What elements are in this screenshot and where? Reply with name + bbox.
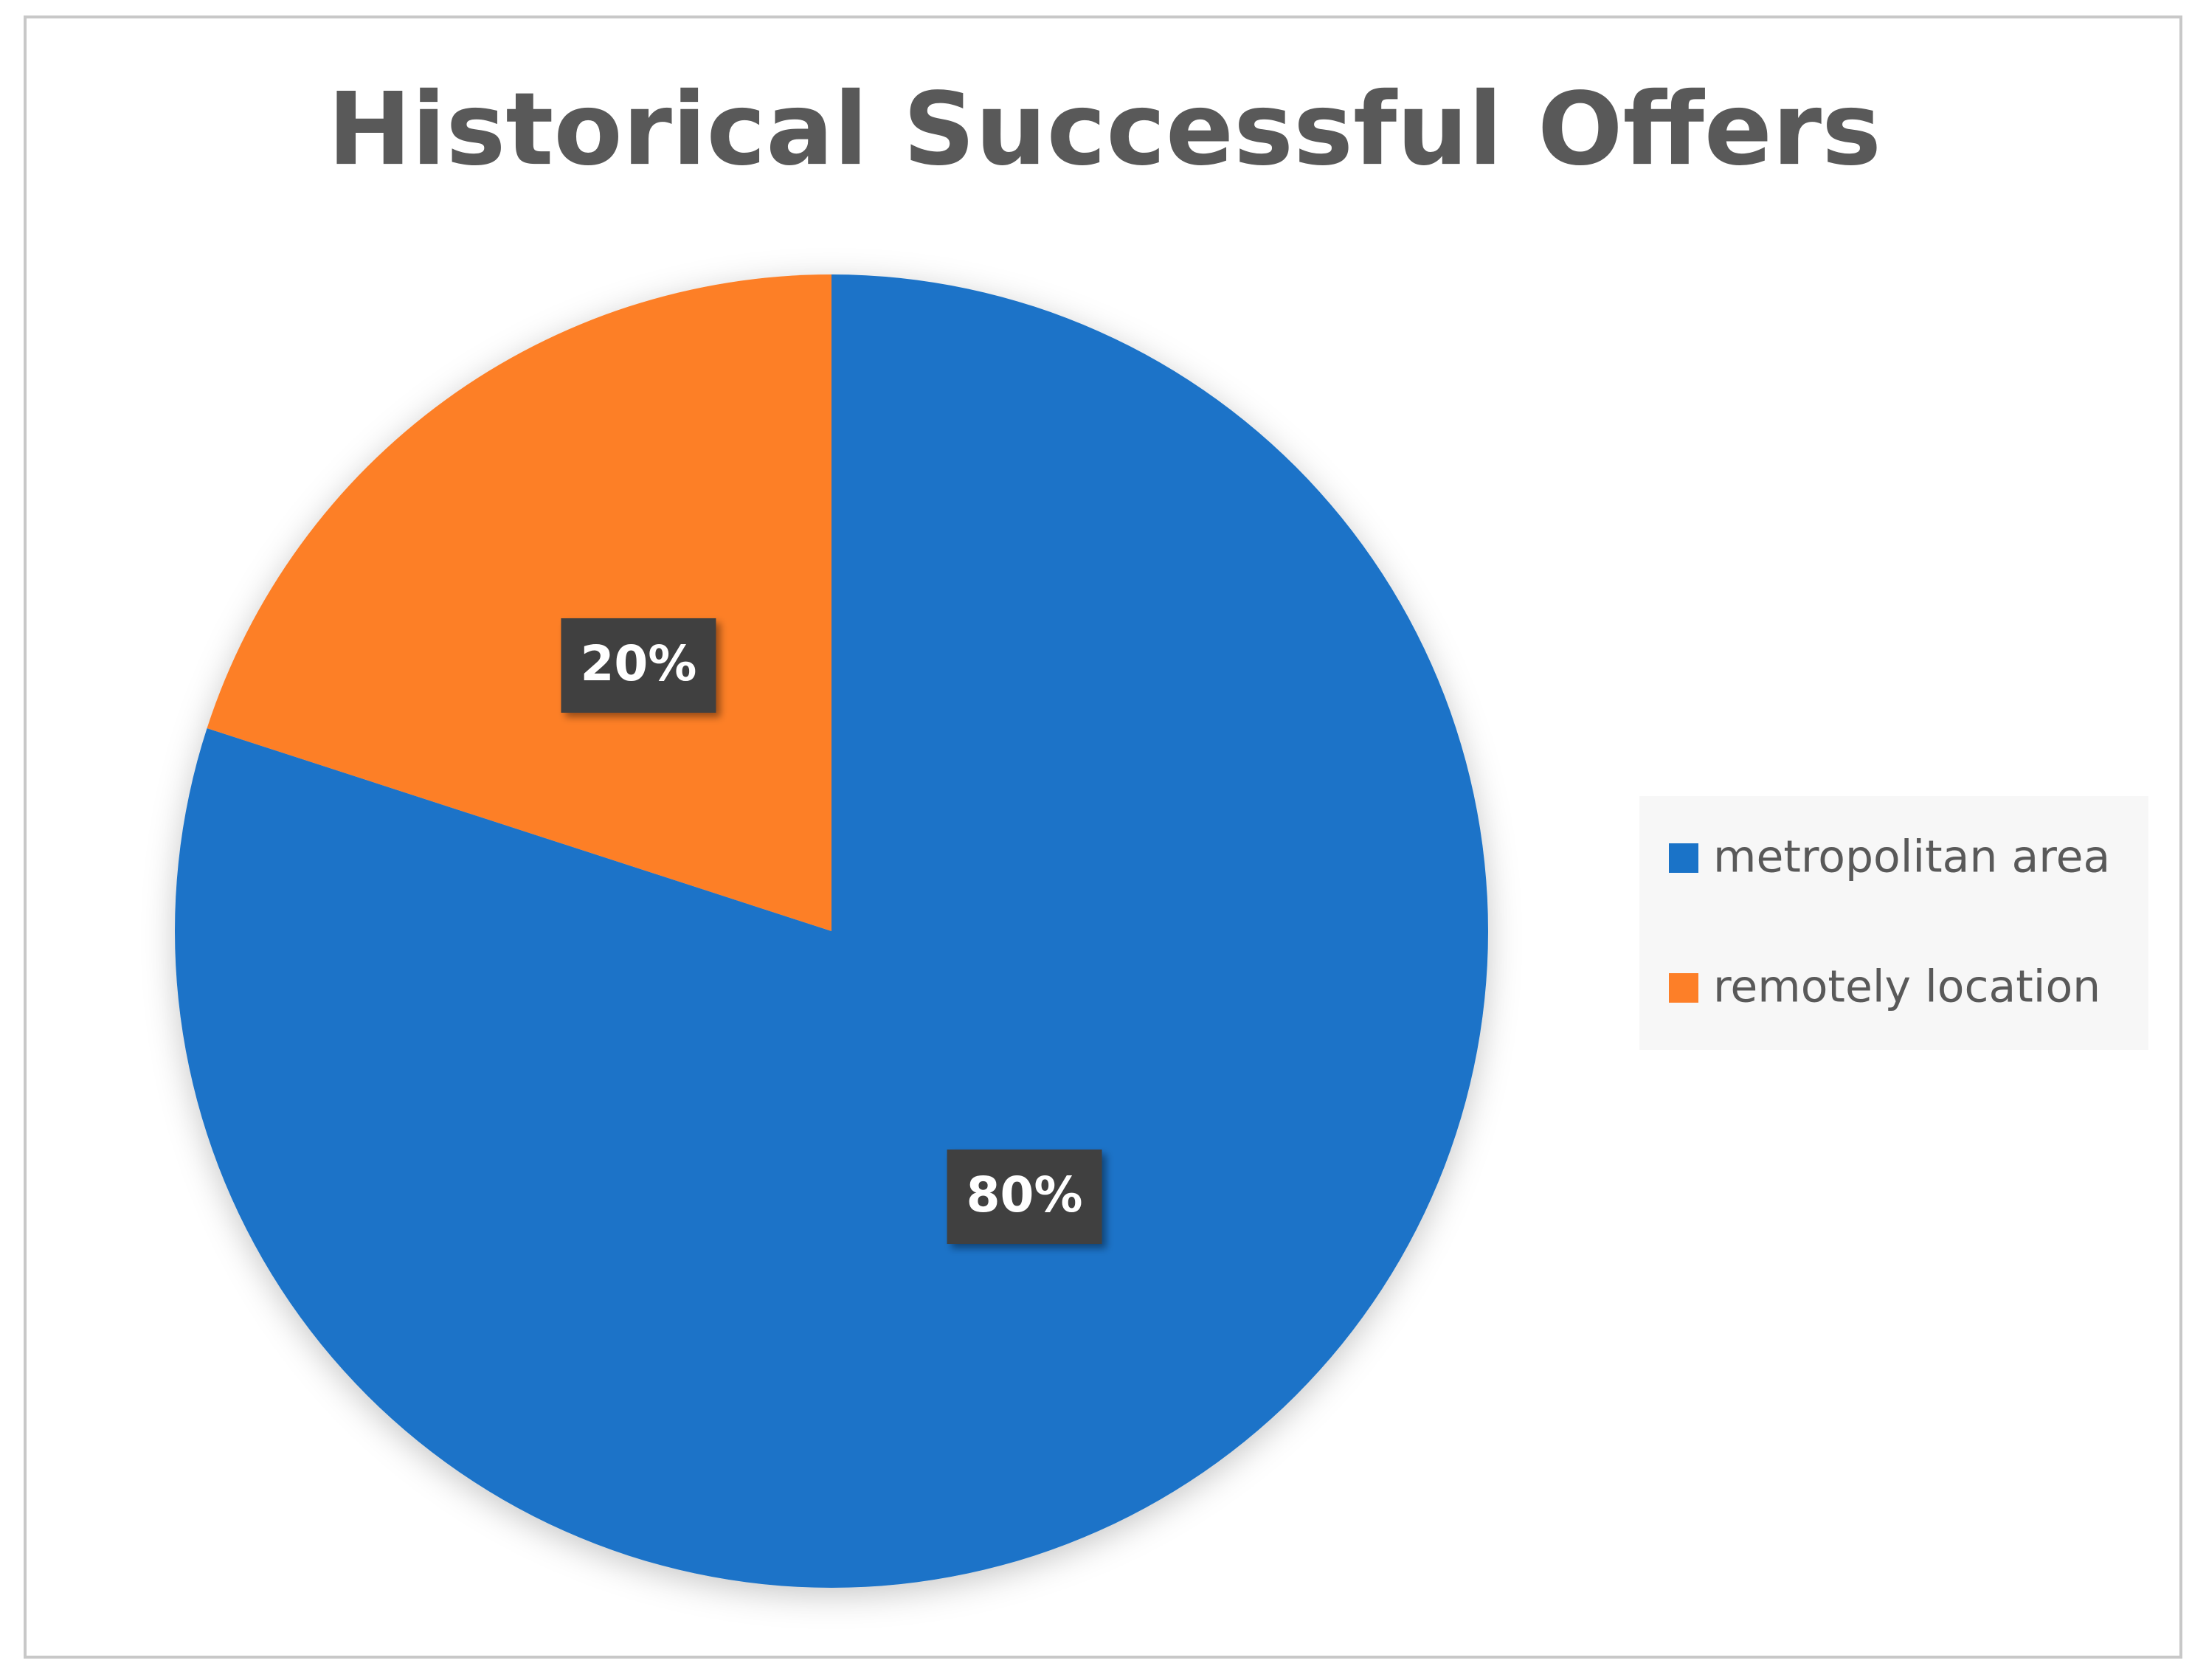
data-label-box — [561, 618, 716, 713]
pie-slice — [174, 274, 1488, 1588]
chart-title: Historical Successful Offers — [328, 72, 1881, 188]
data-labels: 80% 20% — [561, 618, 1102, 1245]
pie-slice — [207, 274, 831, 931]
data-label-box — [947, 1150, 1102, 1245]
legend-swatch — [1669, 973, 1698, 1003]
legend-entries: metropolitan area remotely location — [1669, 832, 2110, 1013]
data-label: 80% — [967, 1166, 1083, 1223]
legend — [1639, 796, 2148, 1050]
legend-swatch — [1669, 843, 1698, 873]
pie — [174, 274, 1488, 1588]
legend-label: remotely location — [1713, 961, 2100, 1013]
legend-label: metropolitan area — [1713, 832, 2110, 883]
data-label: 20% — [580, 635, 696, 692]
